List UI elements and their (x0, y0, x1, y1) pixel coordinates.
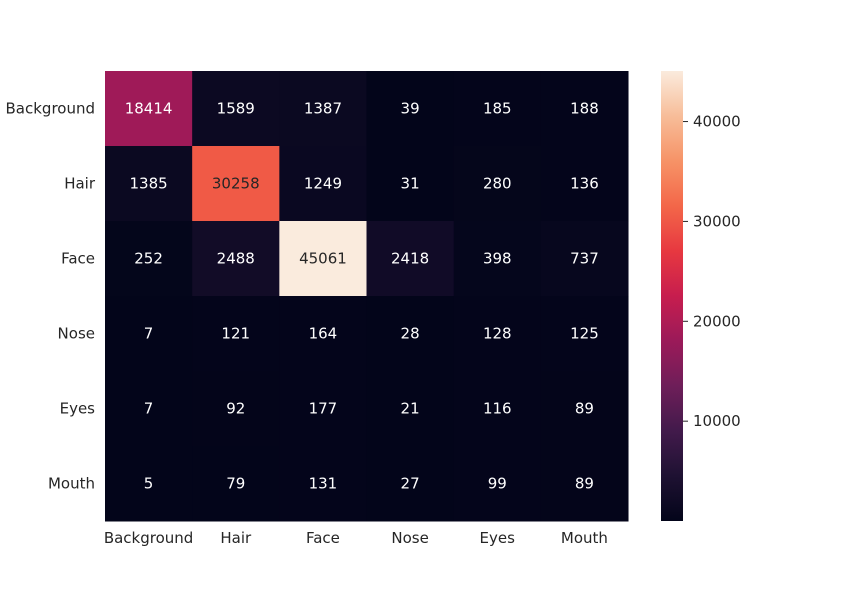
cell-value-label: 131 (309, 475, 338, 493)
cell-value-label: 30258 (212, 175, 260, 193)
cell-value-label: 89 (575, 475, 594, 493)
y-tick-label: Face (61, 250, 95, 268)
heatmap-cell (540, 146, 629, 222)
cell-value-label: 39 (401, 100, 420, 118)
heatmap-cell (192, 146, 280, 222)
x-tick-label: Hair (220, 529, 252, 547)
cell-value-label: 185 (483, 100, 512, 118)
x-tick-label: Background (104, 529, 194, 547)
heatmap-cell (453, 221, 542, 297)
cell-value-label: 99 (488, 475, 507, 493)
cell-value-label: 2418 (391, 250, 429, 268)
heatmap-cell (540, 446, 629, 522)
cell-value-label: 28 (401, 325, 420, 343)
colorbar-gradient (661, 71, 683, 521)
heatmap-cell (366, 221, 455, 297)
heatmap-cell (540, 296, 629, 372)
heatmap-cell (366, 371, 455, 447)
x-tick-label: Mouth (561, 529, 608, 547)
cell-value-label: 1249 (304, 175, 342, 193)
y-tick-label: Nose (58, 325, 95, 343)
heatmap-cell (366, 296, 455, 372)
cell-value-label: 737 (570, 250, 599, 268)
y-tick-label: Background (6, 100, 96, 118)
cell-value-label: 252 (134, 250, 163, 268)
x-tick-label: Nose (391, 529, 428, 547)
heatmap-cell (192, 296, 280, 372)
heatmap-cell (279, 146, 368, 222)
cell-value-label: 18414 (125, 100, 173, 118)
cell-value-label: 27 (401, 475, 420, 493)
cell-value-label: 121 (221, 325, 250, 343)
heatmap-cell (366, 446, 455, 522)
y-tick-labels: Background Hair Face Nose Eyes Mouth (6, 100, 96, 493)
cell-value-label: 280 (483, 175, 512, 193)
colorbar: 10000 20000 30000 40000 (661, 71, 741, 521)
cell-value-label: 89 (575, 400, 594, 418)
y-tick-label: Mouth (48, 475, 95, 493)
colorbar-tick-label: 30000 (693, 212, 741, 230)
heatmap-cell (105, 296, 193, 372)
cell-value-label: 188 (570, 100, 599, 118)
heatmap-cell (105, 446, 193, 522)
cell-value-label: 79 (226, 475, 245, 493)
cell-value-label: 5 (144, 475, 154, 493)
cell-value-label: 1385 (129, 175, 167, 193)
cell-value-label: 128 (483, 325, 512, 343)
cell-value-label: 1589 (217, 100, 255, 118)
cell-value-label: 2488 (217, 250, 255, 268)
heatmap-cell (279, 221, 368, 297)
cell-value-label: 31 (401, 175, 420, 193)
heatmap-cell (453, 371, 542, 447)
heatmap-cell (192, 71, 280, 147)
heatmap-cell (540, 71, 629, 147)
cell-value-label: 177 (309, 400, 338, 418)
heatmap-cell (279, 446, 368, 522)
heatmap-cell (192, 371, 280, 447)
cell-value-label: 125 (570, 325, 599, 343)
heatmap-cell (366, 71, 455, 147)
x-tick-label: Face (306, 529, 340, 547)
heatmap-cell (279, 371, 368, 447)
cell-value-label: 21 (401, 400, 420, 418)
cell-value-label: 7 (144, 325, 154, 343)
cell-value-label: 92 (226, 400, 245, 418)
heatmap-cell (453, 71, 542, 147)
cell-value-label: 116 (483, 400, 512, 418)
heatmap-cell (105, 371, 193, 447)
colorbar-tick-label: 10000 (693, 412, 741, 430)
heatmap-cell (453, 146, 542, 222)
heatmap-cell (105, 71, 193, 147)
y-tick-label: Eyes (60, 400, 96, 418)
heatmap-cell (105, 221, 193, 297)
x-tick-label: Eyes (480, 529, 516, 547)
heatmap-cell (279, 71, 368, 147)
heatmap-cell (105, 146, 193, 222)
heatmap-cell (453, 446, 542, 522)
heatmap-cell (279, 296, 368, 372)
heatmap-cell (192, 446, 280, 522)
heatmap-cells: 18414 1589 1387 39 185 188 1385 30258 1249 31 280 1… (105, 71, 629, 522)
cell-value-label: 45061 (299, 250, 347, 268)
cell-value-label: 1387 (304, 100, 342, 118)
heatmap-cell (540, 221, 629, 297)
cell-value-label: 136 (570, 175, 599, 193)
heatmap-cell (192, 221, 280, 297)
cell-value-label: 164 (309, 325, 338, 343)
x-tick-labels: Background Hair Face Nose Eyes Mouth (104, 529, 608, 547)
colorbar-tick-label: 20000 (693, 312, 741, 330)
colorbar-tick-label: 40000 (693, 113, 741, 131)
heatmap-cell (453, 296, 542, 372)
heatmap-cell (540, 371, 629, 447)
heatmap-cell (366, 146, 455, 222)
y-tick-label: Hair (64, 175, 96, 193)
cell-value-label: 7 (144, 400, 154, 418)
cell-value-label: 398 (483, 250, 512, 268)
